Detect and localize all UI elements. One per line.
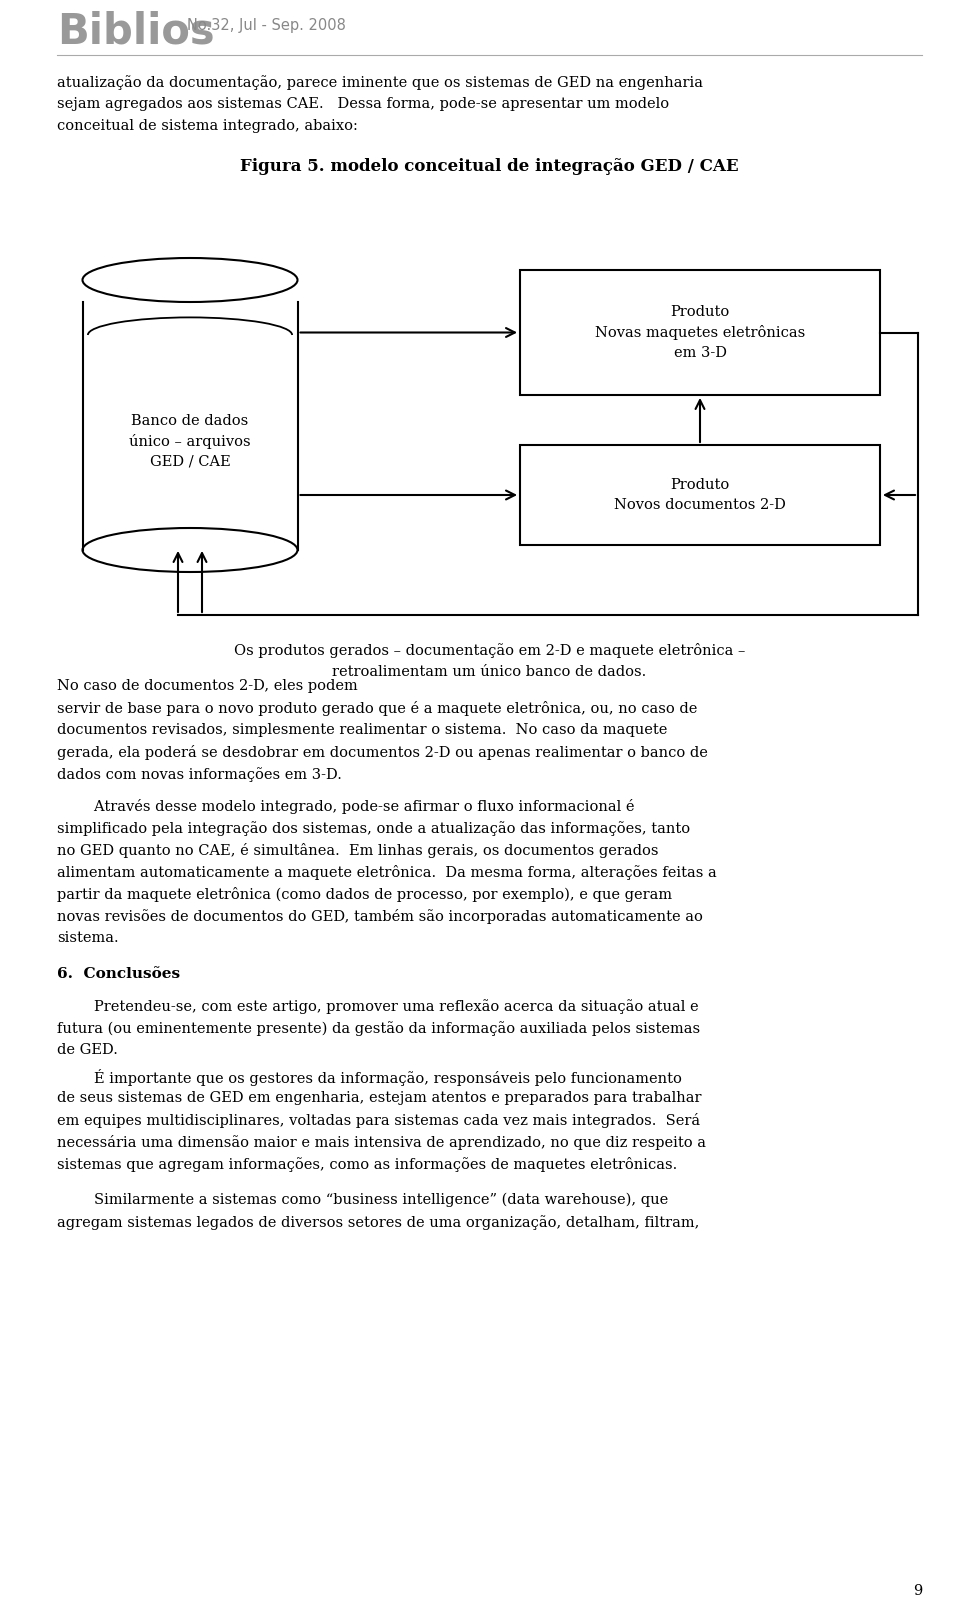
Text: no GED quanto no CAE, é simultânea.  Em linhas gerais, os documentos gerados: no GED quanto no CAE, é simultânea. Em l… [57,843,659,858]
Text: retroalimentam um único banco de dados.: retroalimentam um único banco de dados. [332,665,647,679]
Text: dados com novas informações em 3-D.: dados com novas informações em 3-D. [57,767,342,782]
Text: sistema.: sistema. [57,932,119,944]
Text: partir da maquete eletrônica (como dados de processo, por exemplo), e que geram: partir da maquete eletrônica (como dados… [57,887,672,903]
Text: Figura 5. modelo conceitual de integração GED / CAE: Figura 5. modelo conceitual de integraçã… [240,158,739,175]
Text: Produto
Novos documentos 2-D: Produto Novos documentos 2-D [614,478,786,512]
Text: em equipes multidisciplinares, voltadas para sistemas cada vez mais integrados. : em equipes multidisciplinares, voltadas … [57,1113,700,1128]
Text: de seus sistemas de GED em engenharia, estejam atentos e preparados para trabalh: de seus sistemas de GED em engenharia, e… [57,1091,702,1105]
Text: novas revisões de documentos do GED, também são incorporadas automaticamente ao: novas revisões de documentos do GED, tam… [57,909,703,924]
Text: sejam agregados aos sistemas CAE.   Dessa forma, pode-se apresentar um modelo: sejam agregados aos sistemas CAE. Dessa … [57,97,669,111]
Text: alimentam automaticamente a maquete eletrônica.  Da mesma forma, alterações feit: alimentam automaticamente a maquete elet… [57,866,717,880]
Text: gerada, ela poderá se desdobrar em documentos 2-D ou apenas realimentar o banco : gerada, ela poderá se desdobrar em docum… [57,745,708,759]
Bar [520,270,880,394]
Text: Produto
Novas maquetes eletrônicas
em 3-D: Produto Novas maquetes eletrônicas em 3-… [595,306,805,360]
Text: sistemas que agregam informações, como as informações de maquetes eletrônicas.: sistemas que agregam informações, como a… [57,1157,677,1171]
Text: Pretendeu-se, com este artigo, promover uma reflexão acerca da situação atual e: Pretendeu-se, com este artigo, promover … [57,999,699,1014]
Ellipse shape [83,257,298,302]
Text: No.32, Jul - Sep. 2008: No.32, Jul - Sep. 2008 [187,18,346,34]
Text: futura (ou eminentemente presente) da gestão da informação auxiliada pelos siste: futura (ou eminentemente presente) da ge… [57,1022,700,1036]
Text: Similarmente a sistemas como “business intelligence” (data warehouse), que: Similarmente a sistemas como “business i… [57,1192,668,1207]
Text: agregam sistemas legados de diversos setores de uma organização, detalham, filtr: agregam sistemas legados de diversos set… [57,1215,700,1229]
Text: Através desse modelo integrado, pode-se afirmar o fluxo informacional é: Através desse modelo integrado, pode-se … [57,800,635,814]
Text: Banco de dados
único – arquivos
GED / CAE: Banco de dados único – arquivos GED / CA… [130,414,251,468]
Text: Os produtos gerados – documentação em 2-D e maquete eletrônica –: Os produtos gerados – documentação em 2-… [234,644,745,658]
Text: É importante que os gestores da informação, responsáveis pelo funcionamento: É importante que os gestores da informaç… [57,1068,682,1086]
Text: No caso de documentos 2-D, eles podem: No caso de documentos 2-D, eles podem [57,679,358,693]
Text: 9: 9 [913,1583,922,1598]
Text: Biblios: Biblios [57,10,215,51]
Text: conceitual de sistema integrado, abaixo:: conceitual de sistema integrado, abaixo: [57,119,358,134]
Text: atualização da documentação, parece iminente que os sistemas de GED na engenhari: atualização da documentação, parece imin… [57,76,703,90]
Text: 6.  Conclusões: 6. Conclusões [57,967,180,981]
Text: servir de base para o novo produto gerado que é a maquete eletrônica, ou, no cas: servir de base para o novo produto gerad… [57,702,697,716]
Text: documentos revisados, simplesmente realimentar o sistema.  No caso da maquete: documentos revisados, simplesmente reali… [57,722,667,737]
Bar [520,446,880,545]
Text: simplificado pela integração dos sistemas, onde a atualização das informações, t: simplificado pela integração dos sistema… [57,821,690,835]
Text: de GED.: de GED. [57,1043,118,1057]
Text: necessária uma dimensão maior e mais intensiva de aprendizado, no que diz respei: necessária uma dimensão maior e mais int… [57,1134,706,1150]
